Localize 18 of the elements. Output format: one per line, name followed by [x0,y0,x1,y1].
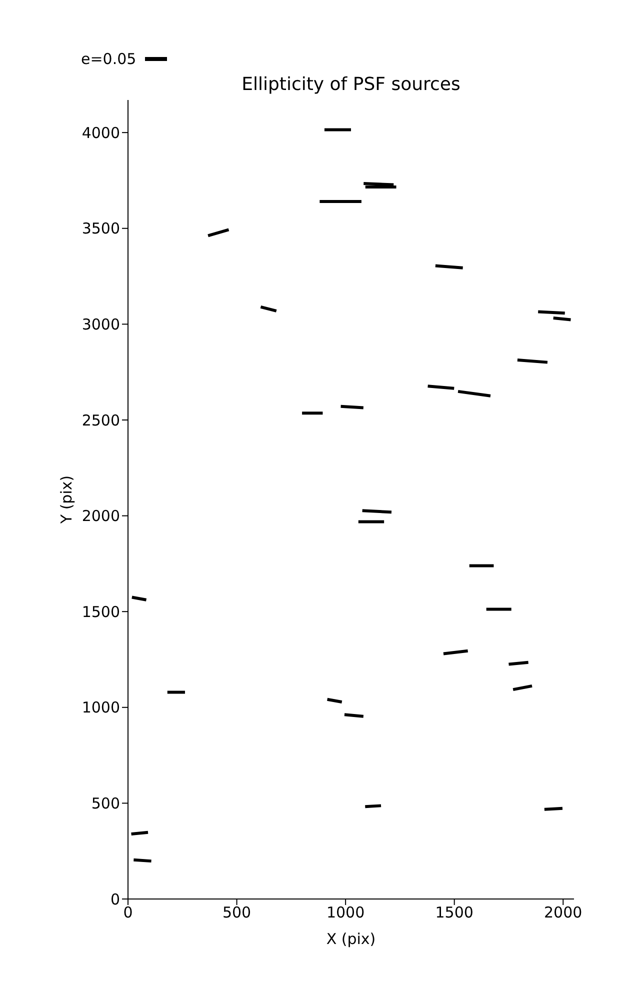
text: e=0.05 [81,50,136,68]
y-tick-label: 2000 [82,507,120,526]
y-tick-label: 1000 [82,698,120,717]
y-tick-label: 4000 [82,124,120,142]
y-tick-label: 2500 [82,411,120,430]
y-tick-label: 0 [110,890,120,908]
x-axis-title: X (pix) [326,930,376,948]
x-tick-label: 2000 [544,904,582,922]
y-axis-title: Y (pix) [57,475,76,525]
x-tick-label: 500 [222,904,252,922]
x-tick-label: 0 [123,904,133,922]
y-tick-label: 500 [91,794,120,813]
y-tick-label: 3500 [82,220,120,238]
chart-title: Ellipticity of PSF sources [240,74,462,95]
y-tick-label: 3000 [82,316,120,334]
x-tick-label: 1500 [435,904,474,922]
y-tick-label: 1500 [82,602,120,621]
x-tick-label: 1000 [326,904,365,922]
